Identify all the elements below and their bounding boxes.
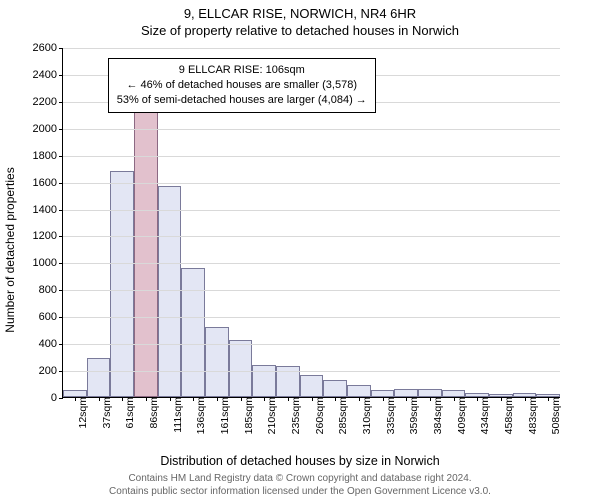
annotation-line-1: 9 ELLCAR RISE: 106sqm: [117, 63, 367, 78]
gridline: [63, 371, 560, 372]
x-tick: 61sqm: [120, 397, 136, 429]
bar: [229, 340, 253, 397]
gridline: [63, 210, 560, 211]
chart-title-2: Size of property relative to detached ho…: [0, 23, 600, 38]
highlight-bar: [134, 94, 158, 397]
chart-titles: 9, ELLCAR RISE, NORWICH, NR4 6HR Size of…: [0, 0, 600, 38]
gridline: [63, 290, 560, 291]
x-tick: 235sqm: [286, 397, 302, 434]
gridline: [63, 48, 560, 49]
y-tick: 2400: [33, 69, 63, 81]
gridline: [63, 263, 560, 264]
y-tick: 2000: [33, 123, 63, 135]
bar: [110, 171, 134, 397]
gridline: [63, 183, 560, 184]
x-axis-label: Distribution of detached houses by size …: [0, 454, 600, 468]
plot-area: 9 ELLCAR RISE: 106sqm ← 46% of detached …: [62, 48, 560, 398]
x-tick: 86sqm: [144, 397, 160, 429]
gridline: [63, 236, 560, 237]
footer-line-2: Contains public sector information licen…: [0, 486, 600, 499]
bar: [181, 268, 205, 397]
x-tick: 458sqm: [499, 397, 515, 434]
x-tick: 161sqm: [215, 397, 231, 434]
y-tick: 2600: [33, 42, 63, 54]
y-axis-label: Number of detached properties: [3, 85, 17, 250]
y-tick: 800: [39, 284, 63, 296]
x-tick: 12sqm: [73, 397, 89, 429]
x-tick: 409sqm: [452, 397, 468, 434]
bar: [371, 390, 395, 397]
y-tick: 2200: [33, 96, 63, 108]
bar: [394, 389, 418, 397]
chart-title-1: 9, ELLCAR RISE, NORWICH, NR4 6HR: [0, 6, 600, 21]
x-tick: 136sqm: [191, 397, 207, 434]
y-tick: 200: [39, 365, 63, 377]
bar: [252, 365, 276, 397]
x-tick: 310sqm: [357, 397, 373, 434]
annotation-line-2: ← 46% of detached houses are smaller (3,…: [117, 78, 367, 93]
x-tick: 260sqm: [310, 397, 326, 434]
bar: [418, 389, 442, 397]
gridline: [63, 344, 560, 345]
bar: [323, 380, 347, 398]
annotation-box: 9 ELLCAR RISE: 106sqm ← 46% of detached …: [108, 58, 376, 113]
x-tick: 483sqm: [523, 397, 539, 434]
footer: Contains HM Land Registry data © Crown c…: [0, 473, 600, 498]
y-tick: 400: [39, 338, 63, 350]
annotation-line-3: 53% of semi-detached houses are larger (…: [117, 93, 367, 108]
x-tick: 359sqm: [404, 397, 420, 434]
x-tick: 111sqm: [168, 397, 184, 433]
bar: [347, 385, 371, 397]
y-tick: 1200: [33, 230, 63, 242]
y-tick: 600: [39, 311, 63, 323]
x-tick: 210sqm: [262, 397, 278, 434]
y-tick: 1000: [33, 257, 63, 269]
gridline: [63, 317, 560, 318]
bar: [300, 375, 324, 397]
footer-line-1: Contains HM Land Registry data © Crown c…: [0, 473, 600, 486]
x-tick: 384sqm: [428, 397, 444, 434]
y-tick: 1400: [33, 204, 63, 216]
gridline: [63, 129, 560, 130]
x-tick: 285sqm: [333, 397, 349, 434]
y-tick: 1600: [33, 177, 63, 189]
x-tick: 508sqm: [546, 397, 562, 434]
gridline: [63, 156, 560, 157]
x-tick: 37sqm: [97, 397, 113, 429]
y-tick: 1800: [33, 150, 63, 162]
x-tick: 335sqm: [381, 397, 397, 434]
y-tick: 0: [51, 392, 63, 404]
x-tick: 185sqm: [239, 397, 255, 434]
bar: [205, 327, 229, 397]
x-tick: 434sqm: [475, 397, 491, 434]
bar: [442, 390, 466, 397]
bar: [87, 358, 111, 397]
bar: [158, 186, 182, 397]
